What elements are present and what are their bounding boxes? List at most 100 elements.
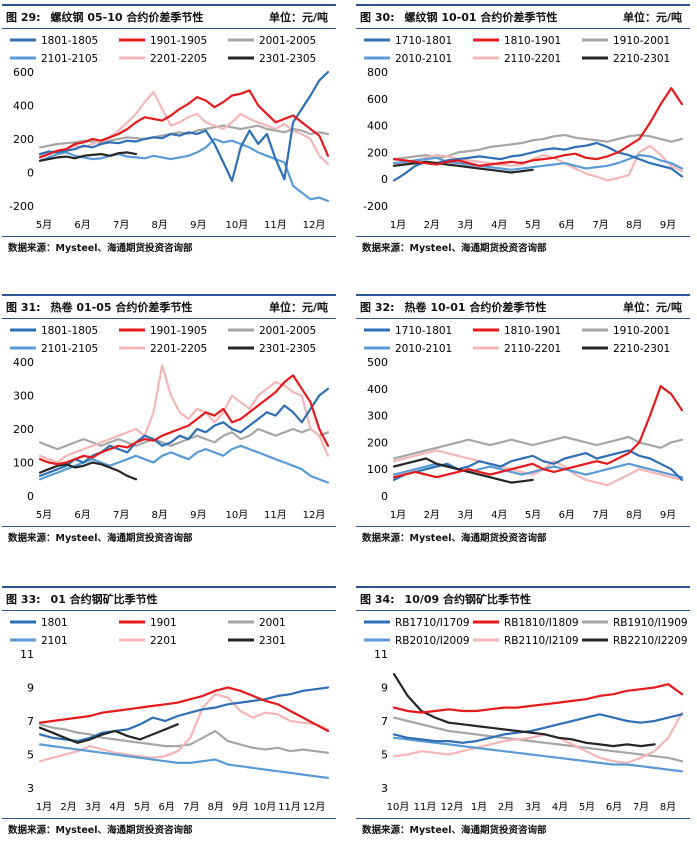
series-line	[392, 133, 684, 161]
y-tick-label: 5	[381, 749, 388, 762]
legend-label: RB1810/I1809	[504, 617, 579, 629]
series-line	[392, 716, 684, 763]
y-tick-label: 400	[367, 383, 388, 396]
y-tick-label: 200	[13, 133, 34, 146]
line-chart: 500 400 300 200 100 01月 2月 3月 4月 5月 6月 7月 8月 9月 1710-1…	[364, 325, 684, 521]
y-tick-label: 7	[27, 715, 34, 728]
x-tick-label: 1月	[390, 219, 406, 231]
legend-label: 2101	[41, 635, 68, 647]
chart-title: 01 合约钢矿比季节性	[50, 593, 158, 606]
series-line	[38, 70, 330, 182]
x-tick-label: 6月	[159, 801, 175, 813]
series-line	[38, 743, 330, 779]
legend-label: 1910-2001	[613, 35, 670, 47]
x-tick-label: 10月	[225, 219, 248, 231]
chart-panel-32: 图 32: 热卷 10-01 合约价差季节性 单位：元/吨 500 400 300 20…	[356, 294, 690, 546]
legend-label: 2001	[259, 617, 286, 629]
legend-label: 2210-2301	[613, 53, 670, 65]
y-tick-label: 9	[27, 682, 34, 695]
figure-label: 图 34:	[360, 593, 395, 606]
y-tick-label: 200	[13, 423, 34, 436]
x-tick-label: 9月	[232, 801, 248, 813]
chart-panel-29: 图 29: 螺纹钢 05-10 合约价差季节性 单位：元/吨 600 400 200 0…	[2, 4, 336, 254]
legend-label: 1901-1905	[150, 325, 207, 337]
y-tick-label: 400	[13, 356, 34, 369]
x-tick-label: 11月	[278, 801, 301, 813]
x-tick-label: 12月	[303, 801, 326, 813]
source-note: 数据来源：Mysteel、海通期货投资咨询部	[8, 243, 193, 254]
source-rule	[2, 236, 336, 237]
legend-label: 2201-2205	[150, 343, 207, 355]
x-tick-label: 12月	[303, 509, 326, 521]
series-line	[392, 449, 684, 481]
series-line	[38, 693, 330, 763]
panel-title: 图 29: 螺纹钢 05-10 合约价差季节性	[6, 9, 203, 25]
chart-panel-30: 图 30: 螺纹钢 10-01 合约价差季节性 单位：元/吨 800 600 400 2…	[356, 4, 690, 254]
legend-label: RB2210/I2209	[613, 635, 688, 647]
series-line	[392, 384, 684, 479]
line-chart: 11 9 7 5 31月 2月 3月 4月 5月 6月 7月 8月 9月 10月 11月 12月 1801 190…	[10, 617, 330, 813]
legend-label: 2301-2305	[259, 343, 316, 355]
x-tick-label: 11月	[264, 509, 287, 521]
legend-label: 1801-1805	[41, 325, 98, 337]
source-rule	[356, 526, 690, 527]
figure-label: 图 30:	[360, 11, 395, 24]
x-tick-label: 7月	[113, 509, 129, 521]
series-line	[392, 736, 684, 773]
x-tick-label: 10月	[387, 801, 410, 813]
legend-label: 2201-2205	[150, 53, 207, 65]
series-line	[38, 364, 330, 464]
figure-label: 图 31:	[6, 301, 41, 314]
x-tick-label: 7月	[183, 801, 199, 813]
legend-label: 2001-2005	[259, 325, 316, 337]
y-tick-label: 800	[367, 66, 388, 79]
x-tick-label: 8月	[626, 219, 642, 231]
chart-panel-31: 图 31: 热卷 01-05 合约价差季节性 单位：元/吨 400 300 200 10…	[2, 294, 336, 546]
series-line	[38, 686, 330, 743]
series-line	[38, 461, 138, 481]
legend-label: 2110-2201	[504, 53, 561, 65]
x-tick-label: 4月	[109, 801, 125, 813]
panel-title: 图 33: 01 合约钢矿比季节性	[6, 591, 158, 607]
x-tick-label: 7月	[113, 219, 129, 231]
legend-label: 2301-2305	[259, 53, 316, 65]
series-line	[392, 141, 684, 182]
chart-title: 热卷 01-05 合约价差季节性	[50, 301, 193, 314]
top-rule	[356, 294, 690, 296]
legend-label: 1710-1801	[395, 325, 452, 337]
y-tick-label: 400	[13, 100, 34, 113]
chart-panel-33: 图 33: 01 合约钢矿比季节性 11 9 7 5 3 1月 2月 3月 4月 5月 6月 7月 8月 9…	[2, 586, 336, 838]
legend-label: 2101-2105	[41, 53, 98, 65]
series-line	[392, 672, 656, 748]
title-rule	[356, 610, 690, 611]
x-tick-label: 5月	[36, 219, 52, 231]
y-tick-label: 100	[367, 463, 388, 476]
x-tick-label: 3月	[525, 801, 541, 813]
source-note: 数据来源：Mysteel、海通期货投资咨询部	[8, 825, 193, 836]
x-tick-label: 7月	[592, 509, 608, 521]
legend-label: 2201	[150, 635, 177, 647]
x-tick-label: 5月	[525, 509, 541, 521]
x-tick-label: 6月	[559, 509, 575, 521]
y-tick-label: 300	[13, 390, 34, 403]
x-tick-label: 2月	[424, 509, 440, 521]
figure-label: 图 29:	[6, 11, 41, 24]
legend-label: 1801-1805	[41, 35, 98, 47]
x-tick-label: 8月	[626, 509, 642, 521]
x-tick-label: 12月	[303, 219, 326, 231]
y-tick-label: 9	[381, 682, 388, 695]
series-line	[38, 387, 330, 477]
x-tick-label: 1月	[36, 801, 52, 813]
x-tick-label: 7月	[592, 219, 608, 231]
chart-title: 螺纹钢 10-01 合约价差季节性	[404, 11, 558, 24]
y-tick-label: 11	[374, 648, 388, 661]
legend-label: RB2010/I2009	[395, 635, 470, 647]
series-line	[392, 713, 684, 744]
y-tick-label: 400	[367, 120, 388, 133]
y-tick-label: 5	[27, 749, 34, 762]
title-rule	[2, 610, 336, 611]
legend-label: 2010-2101	[395, 53, 452, 65]
x-tick-label: 5月	[579, 801, 595, 813]
x-tick-label: 12月	[441, 801, 464, 813]
legend-label: 2010-2101	[395, 343, 452, 355]
